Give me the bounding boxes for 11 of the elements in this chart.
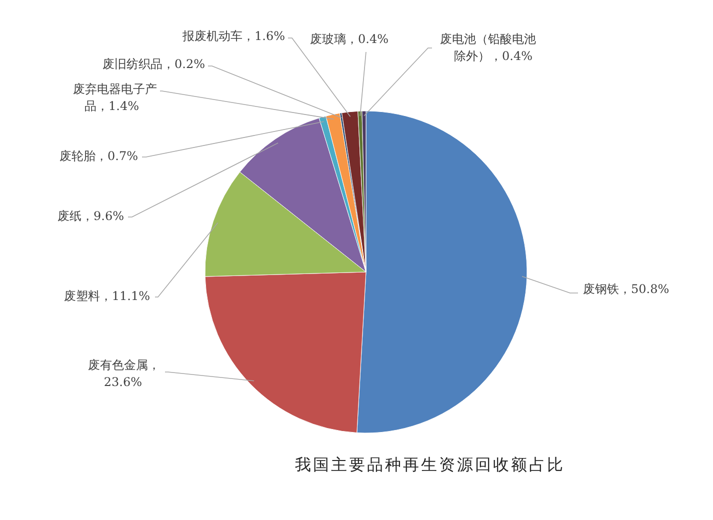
slice-label: 废轮胎，0.7% [60,149,138,163]
slice-label: 废弃电器电子产品，1.4% [73,82,157,113]
slice-label: 废玻璃，0.4% [310,32,388,46]
slice-label: 报废机动车，1.6% [182,29,285,43]
slice-label: 废钢铁，50.8% [583,282,670,296]
slice-label: 废电池（铅酸电池除外），0.4% [440,32,536,63]
slice-label: 废纸，9.6% [58,209,124,223]
slice-label: 废有色金属，23.6% [88,358,160,389]
slice-label: 废旧纺织品，0.2% [102,57,205,71]
slice-label: 废塑料，11.1% [64,289,150,303]
text: 我国主要品种再生资源回收额占比 [295,455,565,474]
